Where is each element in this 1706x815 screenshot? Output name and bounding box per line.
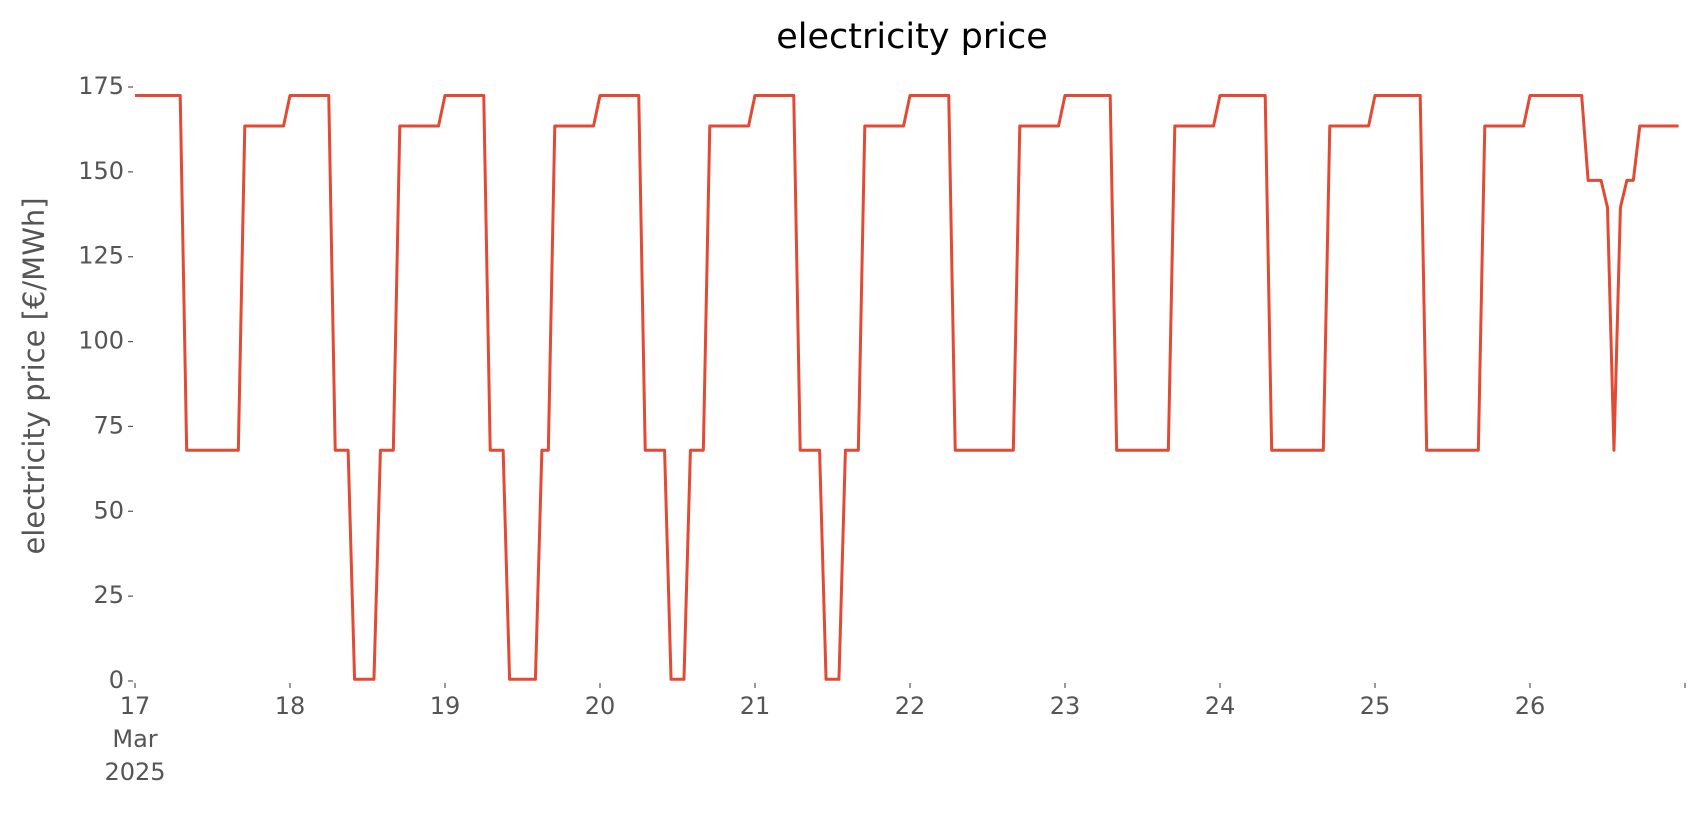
x-tick-label-line: 25 [1360, 692, 1391, 720]
x-tick-label: 22 [895, 692, 926, 720]
x-tick-label-line: 26 [1515, 692, 1546, 720]
y-axis-label: electricity price [€/MWh] [17, 197, 51, 554]
y-tick-label: 150 [78, 157, 124, 185]
x-tick-label-line: 22 [895, 692, 926, 720]
price-line [135, 93, 1679, 681]
x-tick-label: 24 [1205, 692, 1236, 720]
x-tick-label: 23 [1050, 692, 1081, 720]
x-tick-label: 19 [430, 692, 461, 720]
x-tick-label-line: 20 [585, 692, 616, 720]
x-tick-label-line: 2025 [104, 758, 165, 786]
y-tick-label: 75 [93, 411, 124, 439]
y-tick-label: 50 [93, 496, 124, 524]
x-tick-label: 21 [740, 692, 771, 720]
x-tick-label-line: 24 [1205, 692, 1236, 720]
y-tick-label: 100 [78, 327, 124, 355]
y-tick-label: 125 [78, 242, 124, 270]
x-tick-label-line: 19 [430, 692, 461, 720]
x-tick-label: 17 Mar 2025 [104, 692, 165, 786]
chart-title: electricity price [776, 17, 1048, 57]
y-tick-label: 175 [78, 72, 124, 100]
x-tick-label-line: 21 [740, 692, 771, 720]
x-tick-label-line: Mar [112, 725, 157, 753]
x-tick-label: 25 [1360, 692, 1391, 720]
y-tick-label: 25 [93, 581, 124, 609]
x-tick-label-line: 17 [120, 692, 151, 720]
y-tick-label: 0 [109, 666, 124, 694]
x-tick-label-line: 18 [275, 692, 306, 720]
x-tick-label: 18 [275, 692, 306, 720]
x-tick-label: 26 [1515, 692, 1546, 720]
x-tick-label-line: 23 [1050, 692, 1081, 720]
x-tick-label: 20 [585, 692, 616, 720]
